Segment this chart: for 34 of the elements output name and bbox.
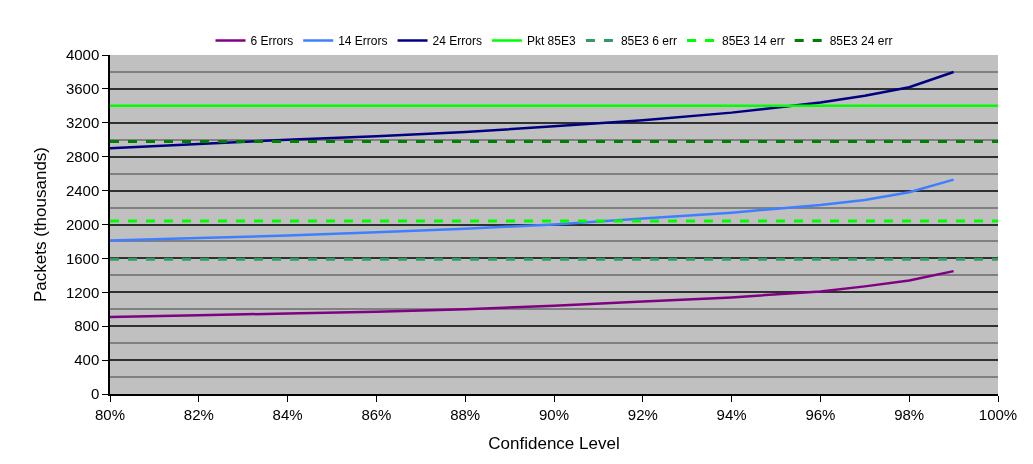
y-tick-label: 2000 [65,215,100,233]
line-series [110,70,955,150]
legend-label: 85E3 14 err [721,34,785,49]
y-tick-label: 3600 [65,80,100,98]
line-series [110,178,955,242]
y-tick-label: 0 [90,385,100,403]
x-axis-title: Confidence Level [488,433,620,453]
x-tick-label: 98% [894,405,925,423]
x-tick-label: 100% [978,405,1018,423]
x-tick-label: 84% [272,405,303,423]
x-tick-label: 86% [361,405,392,423]
y-tick-label: 2400 [65,181,100,199]
legend-label: 85E3 24 err [829,34,893,49]
y-tick-label: 4000 [65,46,100,64]
x-tick-label: 82% [183,405,214,423]
legend-label: 85E3 6 err [620,34,677,49]
legend-label: 6 Errors [250,34,294,49]
line-series [110,269,955,319]
legend-label: Pkt 85E3 [526,34,576,49]
y-tick-label: 3200 [65,114,100,132]
x-tick-label: 88% [450,405,481,423]
x-tick-label: 80% [94,405,126,423]
y-tick-label: 800 [74,317,100,335]
x-tick-label: 96% [805,405,836,423]
legend-label: 14 Errors [338,34,388,49]
legend-label: 24 Errors [432,34,482,49]
y-axis-title: Packets (thousands) [30,147,50,302]
y-tick-label: 1200 [65,283,100,301]
x-tick-label: 94% [716,405,747,423]
y-tick-label: 1600 [65,249,100,267]
x-tick-label: 92% [627,405,658,423]
y-tick-label: 2800 [65,147,100,165]
y-tick-label: 400 [74,351,100,369]
x-tick-label: 90% [538,405,570,423]
